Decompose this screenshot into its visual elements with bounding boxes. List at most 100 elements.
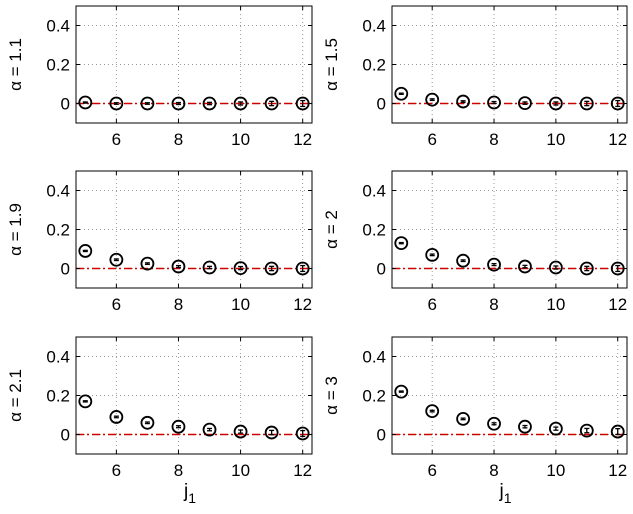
y-axis-label: α = 2.1 [6, 369, 25, 422]
data-marker [295, 261, 310, 276]
data-point [78, 394, 93, 409]
x-tick-label: 6 [112, 130, 121, 149]
axes-frame [75, 170, 313, 289]
data-point [425, 247, 440, 262]
x-tick-label: 6 [112, 295, 121, 314]
y-tick-label: 0 [377, 95, 386, 114]
data-point [233, 96, 248, 111]
data-point [202, 260, 217, 275]
y-tick-label: 0.2 [46, 56, 70, 75]
y-tick-label: 0 [61, 260, 70, 279]
x-tick-label: 10 [231, 295, 250, 314]
data-marker [548, 96, 563, 111]
axes-frame [75, 5, 313, 124]
x-tick-label: 10 [231, 130, 250, 149]
x-tick-label: 6 [427, 130, 436, 149]
data-marker [456, 253, 471, 268]
data-point [394, 384, 409, 399]
data-marker [579, 261, 594, 276]
data-marker [233, 96, 248, 111]
axes-frame [391, 5, 628, 124]
data-marker [394, 86, 409, 101]
data-marker [264, 261, 279, 276]
x-tick-label: 10 [546, 295, 565, 314]
plot-area [392, 337, 627, 454]
data-point [109, 252, 124, 267]
data-point [425, 404, 440, 419]
panel-3: 6 8 10 12 0 0.2 0.4 α = 1.9 [6, 170, 313, 314]
data-marker [202, 422, 217, 437]
data-marker [610, 261, 625, 276]
data-point [394, 236, 409, 251]
panel-2: 6 8 10 12 0 0.2 0.4 α = 1.5 [322, 5, 628, 149]
data-point [456, 94, 471, 109]
data-marker [518, 96, 532, 111]
x-tick-label: 10 [546, 461, 565, 480]
panel-1: 6 8 10 12 0 0.2 0.4 α = 1.1 [6, 5, 313, 149]
data-marker [456, 411, 471, 426]
data-point [140, 415, 155, 430]
data-marker [487, 416, 501, 431]
panel-5: 6 8 10 12 0 0.2 0.4 α = 2.1 j1 [6, 336, 313, 506]
data-marker [202, 96, 217, 111]
y-tick-label: 0 [61, 426, 70, 445]
data-marker [78, 394, 93, 409]
data-point [518, 96, 532, 111]
y-tick-label: 0.4 [46, 17, 70, 36]
y-tick-label: 0.2 [46, 221, 70, 240]
data-point [140, 256, 155, 271]
x-tick-label: 6 [427, 295, 436, 314]
data-point [579, 96, 594, 111]
x-tick-label: 10 [546, 130, 565, 149]
data-point [264, 425, 279, 440]
data-marker [425, 247, 440, 262]
data-point [487, 257, 501, 272]
x-tick-label: 6 [112, 461, 121, 480]
data-point [579, 423, 594, 438]
data-marker [109, 252, 124, 267]
data-marker [295, 426, 310, 441]
y-tick-label: 0.4 [46, 348, 70, 367]
y-axis-label: α = 3 [322, 376, 341, 415]
x-tick-label: 8 [174, 295, 183, 314]
data-point [295, 96, 310, 111]
y-tick-label: 0 [377, 260, 386, 279]
data-marker [610, 96, 625, 111]
y-tick-label: 0.4 [362, 348, 386, 367]
data-point [295, 261, 310, 276]
data-marker [425, 92, 440, 107]
data-marker [394, 384, 409, 399]
y-axis-label: α = 1.5 [322, 38, 341, 91]
data-marker [425, 404, 440, 419]
data-marker [487, 95, 501, 110]
y-tick-label: 0.2 [362, 221, 386, 240]
data-point [487, 416, 501, 431]
data-point [140, 96, 155, 111]
data-marker [295, 96, 310, 111]
data-point [610, 261, 625, 276]
x-tick-label: 12 [608, 461, 627, 480]
data-point [233, 261, 248, 276]
x-tick-label: 6 [427, 461, 436, 480]
data-point [394, 86, 409, 101]
x-tick-label: 8 [489, 130, 498, 149]
data-marker [394, 236, 409, 251]
data-point [171, 419, 186, 434]
y-tick-label: 0.4 [46, 182, 70, 201]
data-marker [140, 415, 155, 430]
data-point [518, 419, 532, 434]
data-point [548, 260, 563, 275]
x-tick-label: 12 [293, 461, 312, 480]
data-point [456, 411, 471, 426]
data-marker [171, 419, 186, 434]
data-marker [140, 256, 155, 271]
data-point [610, 424, 625, 439]
data-point [202, 96, 217, 111]
data-point [78, 95, 93, 110]
data-marker [548, 260, 563, 275]
x-tick-label: 10 [231, 461, 250, 480]
data-point [109, 96, 124, 111]
x-tick-label: 12 [293, 295, 312, 314]
y-tick-label: 0.2 [46, 387, 70, 406]
